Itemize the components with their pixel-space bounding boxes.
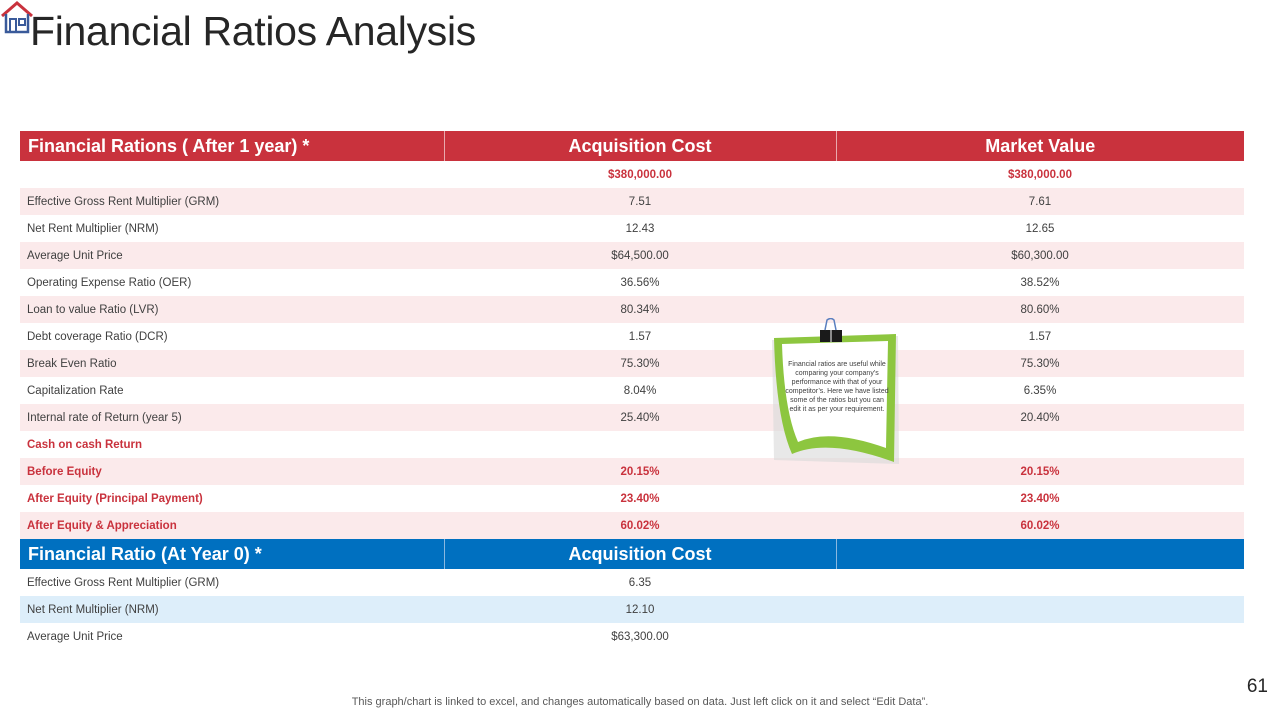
table-row: Operating Expense Ratio (OER) 36.56% 38.… (20, 269, 1244, 296)
sticky-note (772, 318, 899, 464)
market-value: 1.57 (1028, 330, 1052, 343)
acquisition-value: 25.40% (444, 404, 836, 431)
table-row: Internal rate of Return (year 5) 25.40% … (20, 404, 1244, 431)
market-value: 12.65 (1025, 222, 1055, 235)
ratios-year-0-table: Financial Ratio (At Year 0) * Acquisitio… (20, 539, 1244, 650)
table-row: Before Equity 20.15% 20.15% (20, 458, 1244, 485)
page-title: Financial Ratios Analysis (30, 8, 476, 54)
row-label: After Equity & Appreciation (20, 512, 444, 539)
table-row: Net Rent Multiplier (NRM) 12.10 (20, 596, 1244, 623)
table-row: $380,000.00 $380,000.00 (20, 161, 1244, 188)
table-row: Average Unit Price $64,500.00 $60,300.00 (20, 242, 1244, 269)
market-value: 38.52% (1020, 276, 1060, 289)
acquisition-value: 1.57 (628, 330, 652, 343)
row-label: Operating Expense Ratio (OER) (27, 276, 192, 289)
table-row: After Equity & Appreciation 60.02% 60.02… (20, 512, 1244, 539)
market-value: 6.35% (1023, 384, 1057, 397)
row-label: Effective Gross Rent Multiplier (GRM) (27, 576, 220, 589)
market-value: 20.40% (836, 404, 1244, 431)
table-row: Effective Gross Rent Multiplier (GRM) 6.… (20, 569, 1244, 596)
acquisition-value: 12.10 (444, 596, 836, 623)
acquisition-value: 20.15% (444, 458, 836, 485)
table-row: After Equity (Principal Payment) 23.40% … (20, 485, 1244, 512)
page-number: 61 (1246, 676, 1268, 697)
market-value: $60,300.00 (836, 242, 1244, 269)
market-value: 60.02% (836, 512, 1244, 539)
row-label: Average Unit Price (27, 630, 123, 643)
acquisition-value: 75.30% (444, 350, 836, 377)
market-value: 80.60% (836, 296, 1244, 323)
row-label: Net Rent Multiplier (NRM) (27, 222, 159, 235)
market-value (836, 569, 1244, 596)
table-row: Loan to value Ratio (LVR) 80.34% 80.60% (20, 296, 1244, 323)
acquisition-value: $380,000.00 (608, 168, 672, 181)
table2-header-acquisition: Acquisition Cost (444, 539, 837, 569)
row-label: Net Rent Multiplier (NRM) (20, 596, 444, 623)
row-label: Debt coverage Ratio (DCR) (27, 330, 168, 343)
acquisition-value: 36.56% (620, 276, 660, 289)
sticky-note-text: Financial ratios are useful while compar… (785, 361, 889, 413)
ratios-after-1-year-table: Financial Rations ( After 1 year) * Acqu… (20, 131, 1244, 539)
row-label: Cash on cash Return (27, 438, 143, 451)
acquisition-value: 12.43 (625, 222, 655, 235)
row-label: Average Unit Price (20, 242, 444, 269)
table-row: Break Even Ratio 75.30% 75.30% (20, 350, 1244, 377)
row-label: Break Even Ratio (20, 350, 444, 377)
table1-header-market: Market Value (836, 131, 1244, 161)
acquisition-value: 80.34% (444, 296, 836, 323)
market-value: 7.61 (836, 188, 1244, 215)
row-label: Before Equity (20, 458, 444, 485)
table-row: Effective Gross Rent Multiplier (GRM) 7.… (20, 188, 1244, 215)
market-value (836, 623, 1244, 650)
row-label: Internal rate of Return (year 5) (20, 404, 444, 431)
row-label (20, 161, 444, 188)
table-row: Average Unit Price $63,300.00 (20, 623, 1244, 650)
market-value: 20.15% (836, 458, 1244, 485)
acquisition-value: 6.35 (628, 576, 652, 589)
acquisition-value: $63,300.00 (611, 630, 669, 643)
row-label: After Equity (Principal Payment) (27, 492, 203, 505)
binder-clip-icon (820, 318, 842, 342)
table1-header-ratio: Financial Rations ( After 1 year) * (20, 131, 445, 161)
table1-header-acquisition: Acquisition Cost (444, 131, 837, 161)
market-value: $380,000.00 (1008, 168, 1072, 181)
row-label: Capitalization Rate (27, 384, 124, 397)
table2-header-ratio: Financial Ratio (At Year 0) * (20, 539, 445, 569)
house-logo-icon (1, 1, 33, 34)
market-value (836, 596, 1244, 623)
acquisition-value: 60.02% (444, 512, 836, 539)
table-row: Cash on cash Return (20, 431, 1244, 458)
table-row: Net Rent Multiplier (NRM) 12.43 12.65 (20, 215, 1244, 242)
table2-header-row: Financial Ratio (At Year 0) * Acquisitio… (20, 539, 1244, 569)
footer-note: This graph/chart is linked to excel, and… (351, 696, 929, 708)
table2-header-empty (836, 539, 1244, 569)
row-label: Effective Gross Rent Multiplier (GRM) (20, 188, 444, 215)
table-row: Debt coverage Ratio (DCR) 1.57 1.57 (20, 323, 1244, 350)
market-value: 23.40% (1020, 492, 1060, 505)
acquisition-value: 7.51 (444, 188, 836, 215)
market-value: 75.30% (836, 350, 1244, 377)
row-label: Loan to value Ratio (LVR) (20, 296, 444, 323)
table-row: Capitalization Rate 8.04% 6.35% (20, 377, 1244, 404)
acquisition-value: 23.40% (620, 492, 660, 505)
table1-header-row: Financial Rations ( After 1 year) * Acqu… (20, 131, 1244, 161)
acquisition-value: 8.04% (623, 384, 657, 397)
acquisition-value: $64,500.00 (444, 242, 836, 269)
